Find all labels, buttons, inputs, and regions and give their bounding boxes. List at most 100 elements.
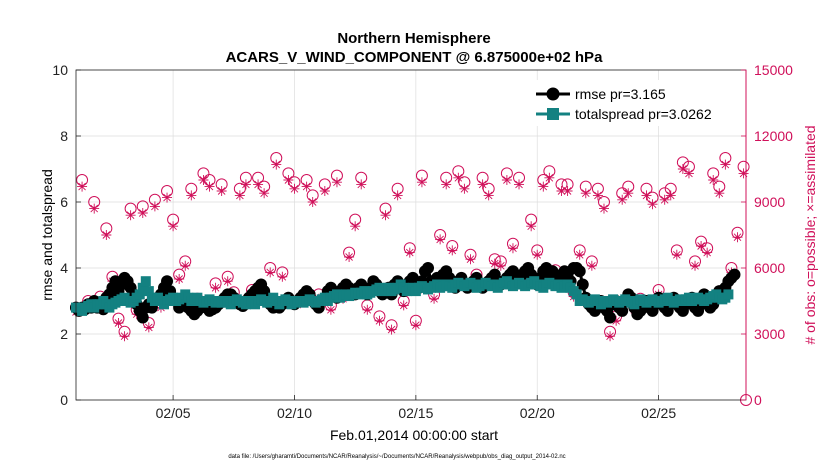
obs-assimilated-point <box>380 210 391 221</box>
obs-assimilated-point <box>708 175 719 185</box>
right-tick-label: 6000 <box>754 260 785 276</box>
obs-assimilated-point <box>180 260 191 271</box>
obs-assimilated-point <box>677 164 688 174</box>
right-tick-label: 9000 <box>754 194 785 210</box>
obs-assimilated-point <box>325 304 336 315</box>
obs-assimilated-point <box>234 190 245 201</box>
obs-assimilated-point <box>331 177 342 188</box>
left-tick-label: 8 <box>60 128 68 144</box>
obs-assimilated-point <box>562 186 573 196</box>
x-tick-label: 02/05 <box>156 405 191 421</box>
obs-assimilated-point <box>586 260 597 271</box>
obs-assimilated-point <box>665 190 676 201</box>
obs-assimilated-point <box>617 194 628 205</box>
obs-assimilated-point <box>319 186 330 196</box>
rmse-point <box>421 262 434 274</box>
obs-assimilated-point <box>532 249 543 260</box>
obs-assimilated-point <box>429 293 440 304</box>
obs-assimilated-point <box>362 304 373 315</box>
obs-assimilated-point <box>198 175 209 185</box>
left-tick-label: 2 <box>60 326 68 342</box>
obs-assimilated-point <box>125 210 136 221</box>
obs-assimilated-point <box>119 331 130 342</box>
chart-title-line1: Northern Hemisphere <box>337 30 490 47</box>
x-axis-label: Feb.01,2014 00:00:00 start <box>330 427 498 443</box>
obs-assimilated-point <box>556 186 567 196</box>
obs-assimilated-point <box>174 274 185 284</box>
obs-assimilated-point <box>641 190 652 201</box>
obs-assimilated-point <box>495 260 506 271</box>
obs-assimilated-point <box>623 188 634 199</box>
obs-assimilated-point <box>477 179 488 190</box>
obs-assimilated-point <box>720 159 731 170</box>
obs-assimilated-point <box>222 276 233 287</box>
rmse-point <box>161 275 174 288</box>
right-tick-label: 12000 <box>754 128 793 144</box>
left-axis: 0 2 4 6 8 10 <box>52 62 81 408</box>
obs-assimilated-point <box>574 249 585 260</box>
obs-assimilated-point <box>210 282 221 293</box>
legend-box <box>530 80 742 126</box>
obs-assimilated-point <box>483 190 494 201</box>
obs-assimilated-point <box>696 241 707 251</box>
rmse-point <box>604 311 617 324</box>
obs-assimilated-point <box>690 260 701 271</box>
obs-assimilated-point <box>580 188 591 199</box>
obs-assimilated-point <box>204 181 215 192</box>
y-axis-label-left: rmse and totalspread <box>39 169 55 301</box>
obs-assimilated-point <box>289 183 300 194</box>
left-tick-label: 0 <box>60 392 68 408</box>
rmse-point <box>136 311 149 324</box>
obs-assimilated-point <box>143 322 154 333</box>
obs-assimilated-point <box>350 221 361 232</box>
obs-assimilated-point <box>216 186 227 196</box>
obs-assimilated-point <box>253 179 264 190</box>
left-tick-label: 4 <box>60 260 68 276</box>
obs-assimilated-point <box>671 249 682 260</box>
obs-assimilated-point <box>489 258 500 269</box>
obs-assimilated-point <box>544 172 555 183</box>
obs-assimilated-point <box>398 300 409 311</box>
obs-assimilated-point <box>659 194 670 205</box>
x-tick-label: 02/10 <box>277 405 312 421</box>
obs-assimilated-point <box>538 181 549 192</box>
obs-assimilated-point <box>592 190 603 201</box>
obs-assimilated-point <box>101 230 112 240</box>
chart-title-line2: ACARS_V_WIND_COMPONENT @ 6.875000e+02 hP… <box>226 49 604 66</box>
obs-assimilated-point <box>259 188 270 199</box>
obs-assimilated-point <box>307 197 318 207</box>
obs-assimilated-point <box>374 315 385 326</box>
obs-assimilated-point <box>507 243 518 254</box>
series-lines <box>70 262 741 324</box>
totalspread-point <box>143 286 154 297</box>
obs-assimilated-point <box>465 254 476 265</box>
obs-assimilated-point <box>514 179 525 190</box>
obs-assimilated-point <box>598 203 609 214</box>
legend-rmse-label: rmse pr=3.165 <box>575 86 666 102</box>
obs-assimilated-point <box>647 199 658 210</box>
right-tick-label: 3000 <box>754 326 785 342</box>
obs-assimilated-point <box>738 168 749 179</box>
obs-assimilated-point <box>410 320 421 331</box>
obs-assimilated-point <box>113 318 124 328</box>
obs-assimilated-point <box>265 267 276 278</box>
legend-rmse-marker <box>546 87 560 101</box>
obs-assimilated-point <box>453 172 464 183</box>
rmse-point <box>728 268 741 281</box>
obs-assimilated-point <box>149 201 160 212</box>
x-tick-label: 02/25 <box>641 405 676 421</box>
obs-assimilated-point <box>435 234 446 245</box>
legend: rmse pr=3.165 totalspread pr=3.0262 <box>530 80 742 126</box>
obs-assimilated-point <box>89 203 100 214</box>
rmse-point <box>616 304 629 317</box>
obs-assimilated-point <box>356 179 367 190</box>
x-axis: 02/05 02/10 02/15 02/20 02/25 <box>156 395 676 421</box>
obs-assimilated-point <box>240 179 251 190</box>
right-tick-label: 15000 <box>754 62 793 78</box>
obs-assimilated-point <box>162 192 173 203</box>
y-axis-label-right: # of obs: o=possible; ×=assimilated <box>802 125 818 344</box>
obs-assimilated-point <box>714 188 725 199</box>
obs-assimilated-point <box>283 175 294 185</box>
obs-assimilated-point <box>168 221 179 232</box>
